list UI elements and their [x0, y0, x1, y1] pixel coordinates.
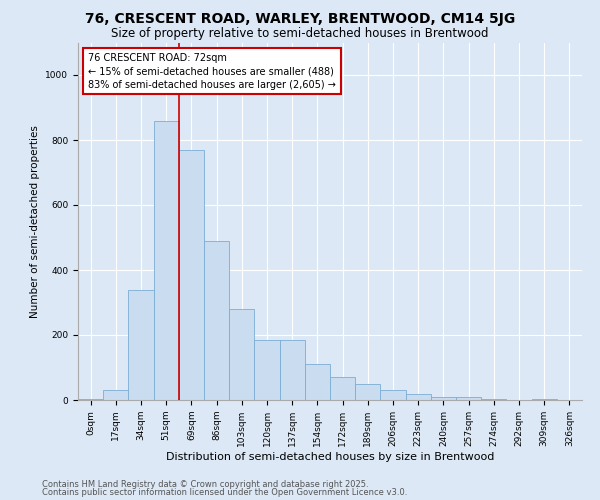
Y-axis label: Number of semi-detached properties: Number of semi-detached properties [30, 125, 40, 318]
Bar [481, 399, 506, 400]
Text: 76 CRESCENT ROAD: 72sqm
← 15% of semi-detached houses are smaller (488)
83% of s: 76 CRESCENT ROAD: 72sqm ← 15% of semi-de… [88, 53, 336, 90]
Bar [128, 290, 154, 400]
Bar [254, 340, 280, 400]
Bar [330, 378, 355, 400]
Text: 76, CRESCENT ROAD, WARLEY, BRENTWOOD, CM14 5JG: 76, CRESCENT ROAD, WARLEY, BRENTWOOD, CM… [85, 12, 515, 26]
X-axis label: Distribution of semi-detached houses by size in Brentwood: Distribution of semi-detached houses by … [166, 452, 494, 462]
Bar [305, 364, 330, 400]
Bar [406, 394, 431, 400]
Text: Size of property relative to semi-detached houses in Brentwood: Size of property relative to semi-detach… [111, 28, 489, 40]
Bar [355, 384, 380, 400]
Bar [154, 120, 179, 400]
Bar [204, 241, 229, 400]
Bar [456, 397, 481, 400]
Bar [103, 390, 128, 400]
Bar [380, 390, 406, 400]
Bar [431, 397, 456, 400]
Bar [229, 309, 254, 400]
Bar [179, 150, 204, 400]
Text: Contains HM Land Registry data © Crown copyright and database right 2025.: Contains HM Land Registry data © Crown c… [42, 480, 368, 489]
Bar [532, 399, 557, 400]
Bar [280, 340, 305, 400]
Text: Contains public sector information licensed under the Open Government Licence v3: Contains public sector information licen… [42, 488, 407, 497]
